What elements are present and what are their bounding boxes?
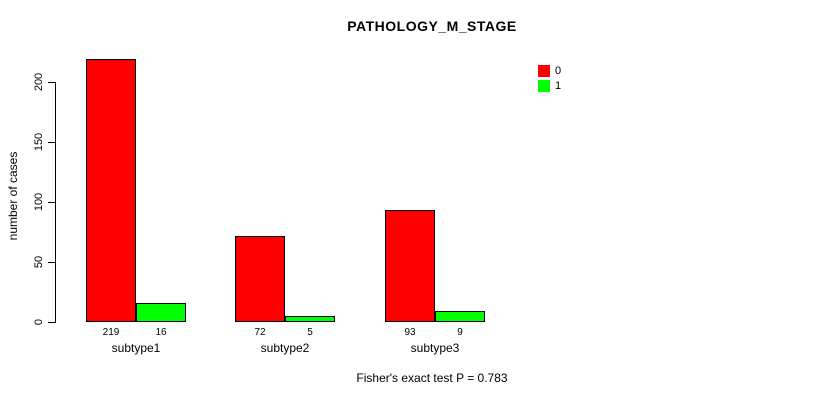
y-tick-label: 0 [33,318,45,326]
bar-value-label: 5 [307,327,313,338]
y-tick-label: 150 [33,132,45,152]
fisher-test-annotation: Fisher's exact test P = 0.783 [356,371,508,385]
legend-entry-label: 1 [555,80,562,92]
y-tick [48,262,55,263]
y-tick [48,82,55,83]
y-tick-label: 100 [33,192,45,212]
bar-value-label: 72 [254,327,266,338]
bar-value-label: 93 [404,327,416,338]
chart-title: PATHOLOGY_M_STAGE [347,18,517,34]
y-axis-label: number of cases [6,151,20,241]
bar-subtype3-group0 [385,210,435,322]
bar-subtype1-group0 [86,59,136,322]
category-label-subtype3: subtype3 [410,341,460,355]
bar-value-label: 9 [457,327,463,338]
bar-subtype1-group1 [136,302,186,322]
category-label-subtype1: subtype1 [111,341,161,355]
y-tick-label: 200 [33,72,45,92]
legend-entry-1: 1 [538,79,561,93]
bar-value-label: 16 [155,327,167,338]
legend-swatch-1 [538,80,550,92]
y-axis-line [55,82,56,323]
bar-subtype3-group1 [435,311,485,322]
bar-subtype2-group0 [235,235,285,322]
y-tick [48,142,55,143]
legend-entry-label: 0 [555,65,562,77]
y-tick [48,322,55,323]
y-tick [48,202,55,203]
y-tick-label: 50 [33,255,45,269]
legend-swatch-0 [538,65,550,77]
bar-value-label: 219 [102,327,120,338]
bar-subtype2-group1 [285,316,335,322]
category-label-subtype2: subtype2 [260,341,310,355]
legend-entry-0: 0 [538,64,561,78]
